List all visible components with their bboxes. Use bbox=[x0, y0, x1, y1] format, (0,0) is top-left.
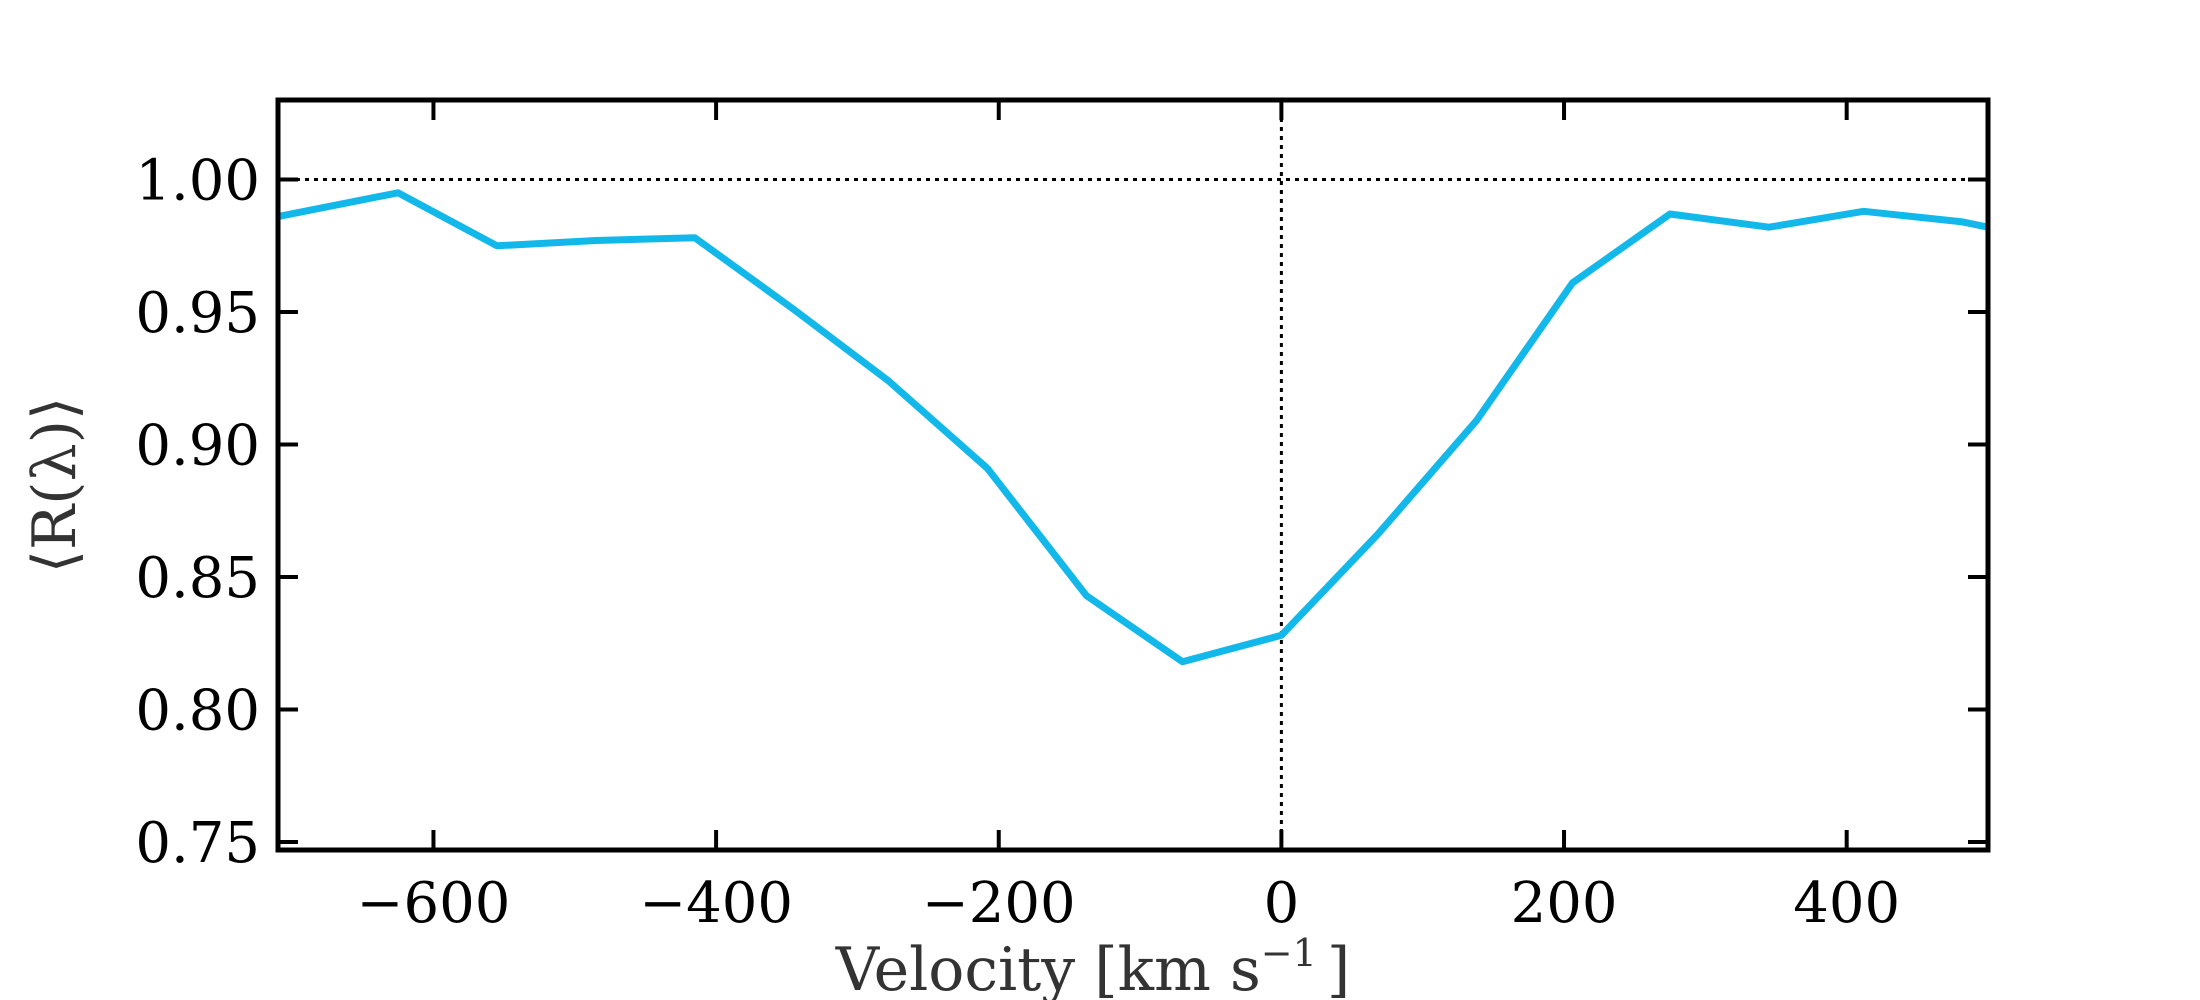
x-tick-label: −600 bbox=[357, 871, 511, 936]
x-axis-label-sup: −1 bbox=[1261, 931, 1317, 975]
reference-lines bbox=[278, 100, 1988, 850]
series-line-0 bbox=[277, 189, 1989, 666]
y-tick-label: 0.85 bbox=[135, 546, 260, 611]
x-tick-label: −400 bbox=[639, 871, 793, 936]
y-axis-label: ⟨R(λ)⟩ bbox=[20, 397, 90, 574]
x-axis-label-end: ] bbox=[1327, 935, 1350, 1000]
plot-frame bbox=[275, 97, 1991, 853]
y-tick-label: 0.95 bbox=[135, 281, 260, 346]
x-tick-label: 200 bbox=[1511, 871, 1618, 936]
x-tick-label: 400 bbox=[1793, 871, 1900, 936]
ticks-layer bbox=[278, 100, 1988, 850]
tick-labels: −600 −400 −200 0 200 400 0.75 0.80 0.85 0.90 0.95 1… bbox=[135, 149, 1900, 936]
x-axis-label-main: Velocity [km s bbox=[835, 935, 1261, 1000]
x-tick-label: −200 bbox=[922, 871, 1076, 936]
series-layer bbox=[277, 189, 1989, 666]
y-tick-label: 1.00 bbox=[135, 149, 260, 214]
x-tick-label: 0 bbox=[1264, 871, 1300, 936]
y-tick-label: 0.90 bbox=[135, 414, 260, 479]
y-tick-label: 0.80 bbox=[135, 679, 260, 744]
y-tick-label: 0.75 bbox=[135, 811, 260, 876]
x-axis-label: Velocity [km s−1] bbox=[835, 931, 1351, 1000]
